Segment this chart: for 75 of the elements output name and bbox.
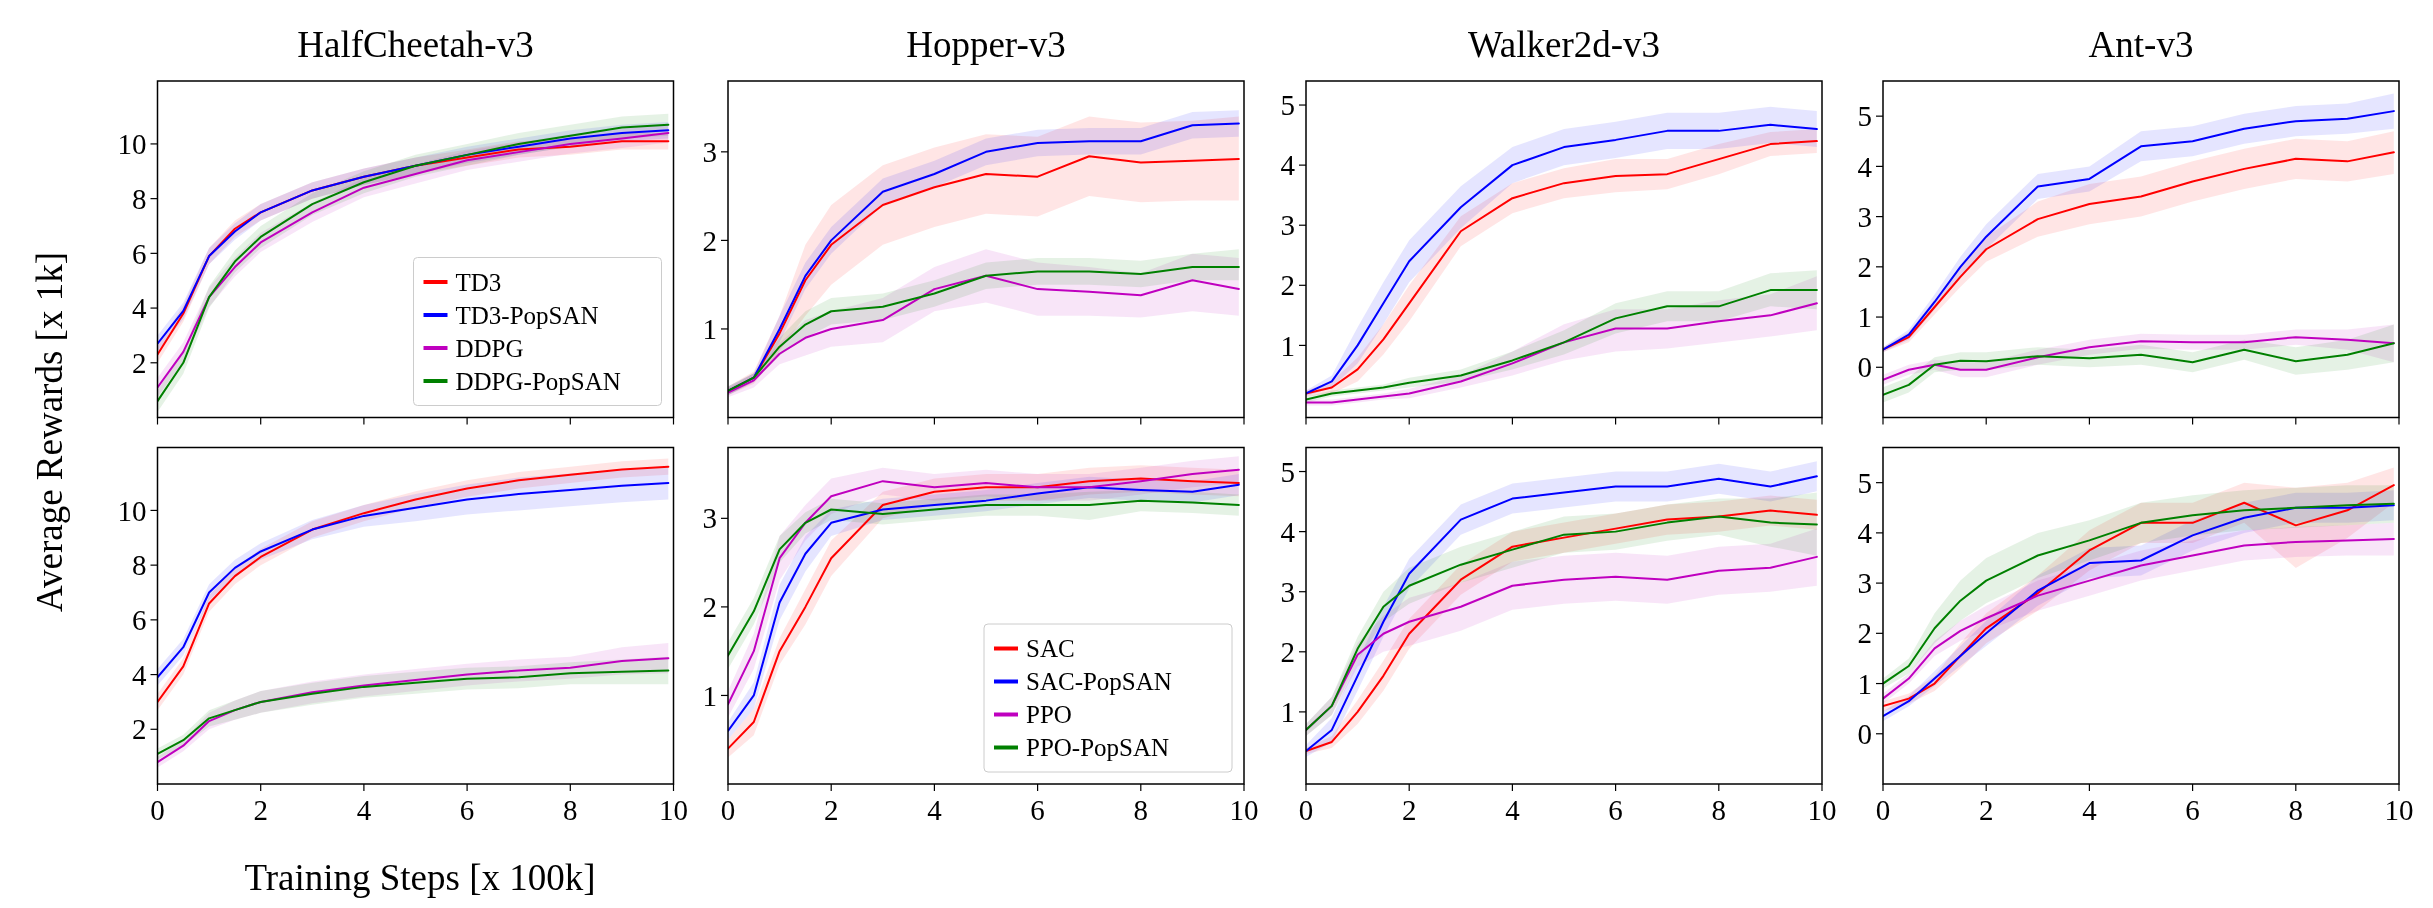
x-tick-label: 8 (2288, 794, 2304, 826)
y-tick-label: 0 (1857, 717, 1872, 750)
x-tick-label: 2 (1978, 794, 1994, 826)
legend-label: DDPG (455, 334, 524, 362)
y-tick-label: 2 (1857, 617, 1872, 650)
y-tick-label: 4 (132, 292, 147, 325)
x-tick-label: 8 (1133, 794, 1149, 826)
legend-label: TD3 (455, 268, 502, 296)
x-tick-label: 4 (2082, 794, 2098, 826)
y-tick-label: 5 (1280, 455, 1295, 488)
y-tick-label: 2 (702, 591, 717, 624)
y-tick-label: 5 (1857, 466, 1872, 499)
x-tick-label: 4 (1505, 794, 1521, 826)
legend-label: DDPG-PopSAN (455, 367, 621, 395)
y-tick-label: 8 (132, 182, 147, 215)
y-tick-label: 4 (132, 658, 147, 691)
y-tick-label: 3 (1280, 575, 1295, 608)
chart-title: HalfCheetah-v3 (297, 24, 534, 65)
chart-title: Ant-v3 (2088, 24, 2194, 65)
y-tick-label: 4 (1857, 150, 1873, 183)
y-tick-label: 3 (1280, 209, 1295, 242)
y-tick-label: 3 (702, 502, 717, 535)
y-tick-label: 4 (1280, 515, 1296, 548)
y-tick-label: 1 (1857, 301, 1872, 334)
x-tick-label: 6 (459, 794, 475, 826)
y-tick-label: 1 (1857, 667, 1872, 700)
y-tick-label: 6 (132, 604, 147, 636)
x-tick-label: 6 (2185, 794, 2200, 826)
y-tick-label: 10 (117, 494, 147, 527)
legend-label: SAC-PopSAN (1026, 668, 1172, 696)
line-series (1883, 342, 2395, 396)
chart-title: Walker2d-v3 (1467, 24, 1661, 65)
legend-label: PPO (1026, 701, 1072, 729)
legend-label: SAC (1026, 635, 1075, 663)
chart-title: Hopper-v3 (906, 24, 1066, 65)
x-tick-label: 2 (823, 794, 839, 826)
x-tick-label: 4 (927, 794, 943, 826)
x-tick-label: 10 (1807, 794, 1837, 826)
y-axis-title: Average Rewards [x 1k] (29, 252, 70, 612)
y-tick-label: 2 (132, 346, 147, 379)
x-tick-label: 4 (356, 794, 372, 826)
x-tick-label: 8 (563, 794, 578, 826)
legend-label: PPO-PopSAN (1026, 734, 1170, 762)
x-tick-label: 6 (1608, 794, 1623, 826)
x-axis-title: Training Steps [x 100k] (244, 857, 596, 898)
y-tick-label: 2 (1280, 269, 1295, 302)
line-series (157, 669, 670, 755)
x-tick-label: 6 (1030, 794, 1045, 826)
y-tick-label: 1 (1280, 329, 1295, 362)
y-tick-label: 1 (702, 679, 717, 712)
y-tick-label: 3 (702, 135, 717, 168)
y-tick-label: 1 (702, 313, 717, 346)
y-tick-label: 6 (132, 237, 147, 270)
y-tick-label: 2 (1857, 250, 1872, 283)
y-tick-label: 5 (1857, 100, 1872, 133)
x-tick-label: 10 (1229, 794, 1259, 826)
y-tick-label: 3 (1857, 200, 1872, 233)
y-tick-label: 2 (132, 713, 147, 746)
y-tick-label: 4 (1280, 149, 1296, 182)
y-tick-label: 8 (132, 549, 147, 582)
y-tick-label: 2 (702, 224, 717, 257)
y-tick-label: 1 (1280, 696, 1295, 729)
x-tick-label: 2 (253, 794, 268, 826)
y-tick-label: 0 (1857, 351, 1872, 384)
y-tick-label: 4 (1857, 517, 1873, 550)
y-tick-label: 5 (1280, 89, 1295, 122)
legend-label: TD3-PopSAN (455, 301, 599, 329)
x-tick-label: 2 (1401, 794, 1417, 826)
x-tick-label: 10 (659, 794, 688, 826)
y-tick-label: 10 (117, 128, 147, 161)
y-tick-label: 3 (1857, 567, 1872, 600)
line-series (1883, 336, 2395, 381)
y-tick-label: 2 (1280, 635, 1295, 668)
x-tick-label: 8 (1711, 794, 1727, 826)
x-tick-label: 10 (2384, 794, 2414, 826)
